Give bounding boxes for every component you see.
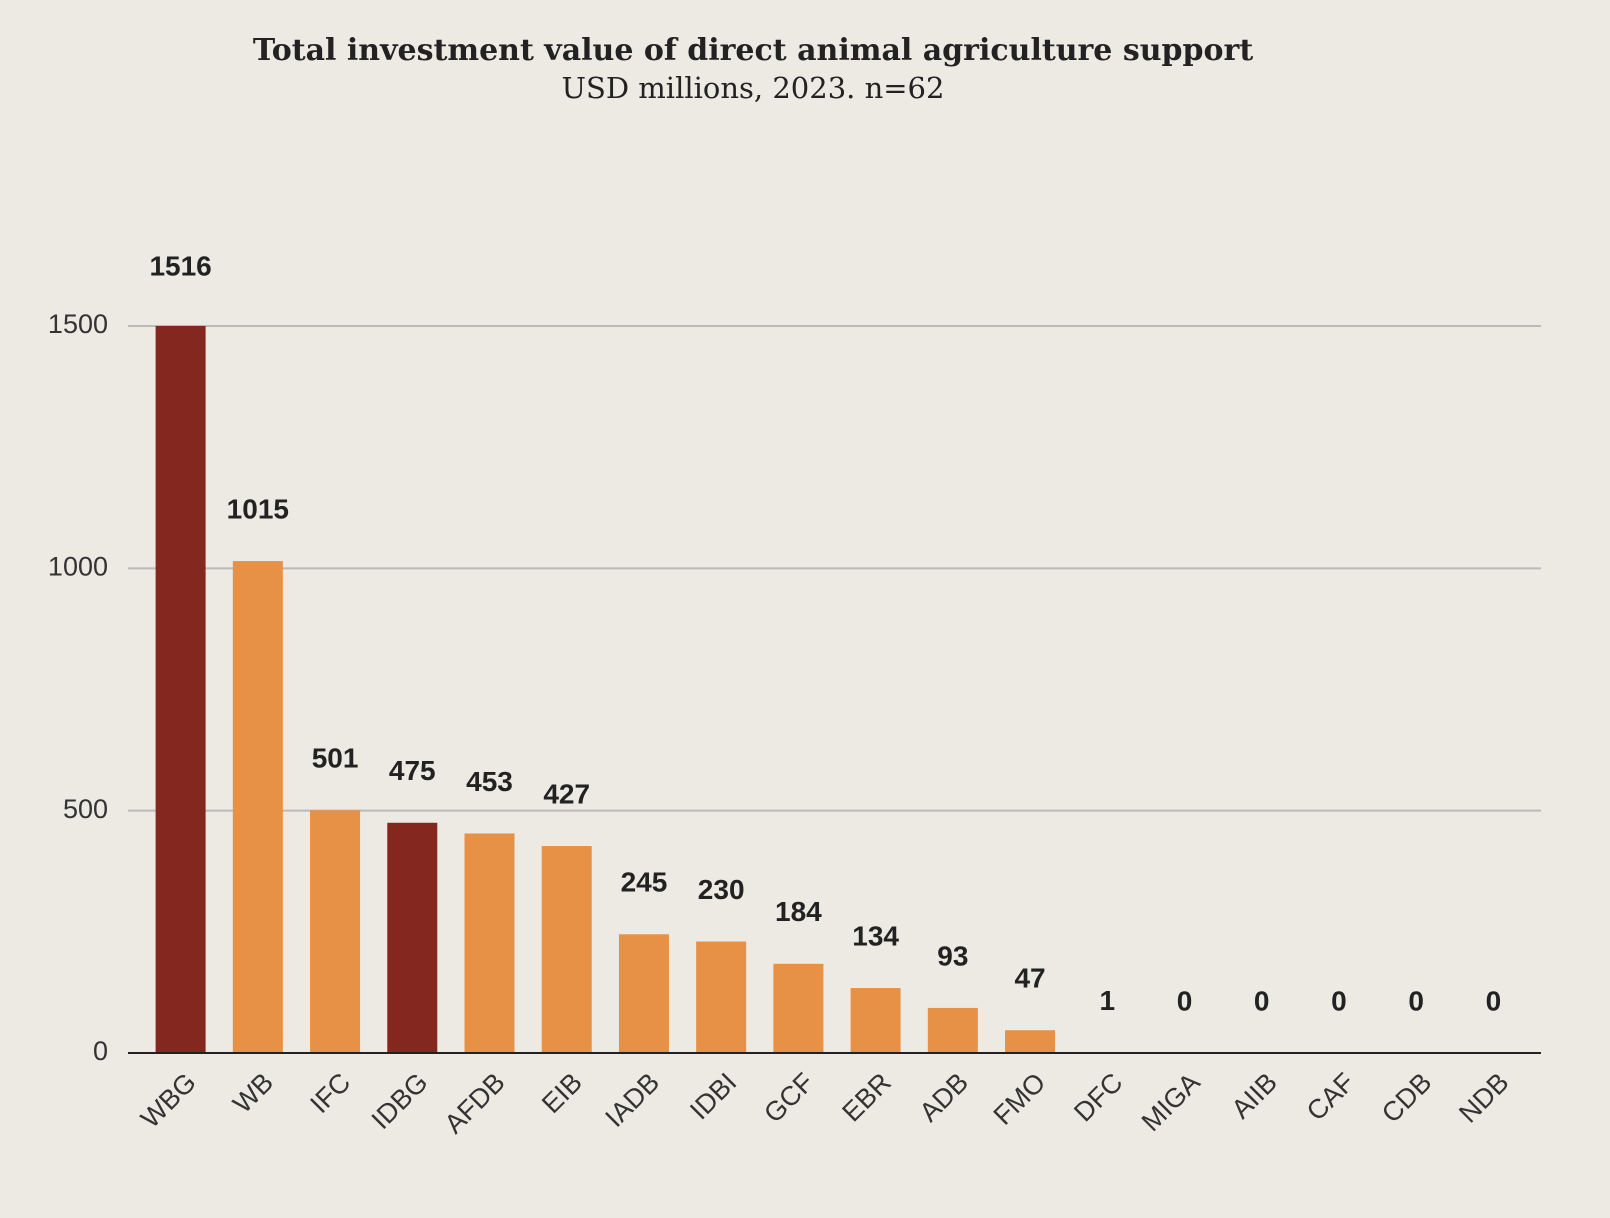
value-label: 0 xyxy=(1486,985,1502,1016)
bar xyxy=(618,934,669,1053)
value-label: 0 xyxy=(1254,985,1270,1016)
bar xyxy=(696,941,747,1053)
x-tick-label: IDBI xyxy=(684,1067,742,1125)
value-label: 93 xyxy=(937,940,968,971)
x-tick-label: IDBG xyxy=(366,1067,434,1135)
x-tick-label: CAF xyxy=(1301,1067,1360,1126)
y-tick-label: 1500 xyxy=(48,309,108,339)
bar xyxy=(927,1007,978,1053)
x-tick-label: EIB xyxy=(536,1067,588,1119)
x-tick-label: IFC xyxy=(304,1067,356,1119)
bar xyxy=(310,810,361,1053)
x-tick-label: EBR xyxy=(836,1067,896,1127)
chart-title: Total investment value of direct animal … xyxy=(253,33,1253,68)
value-label: 501 xyxy=(312,743,359,774)
bar xyxy=(1005,1030,1056,1053)
bar xyxy=(387,822,438,1053)
chart-subtitle: USD millions, 2023. n=62 xyxy=(562,71,945,105)
value-label: 134 xyxy=(852,920,899,951)
x-tick-label: ADB xyxy=(914,1067,974,1127)
x-tick-label: GCF xyxy=(758,1067,820,1129)
value-label: 0 xyxy=(1408,985,1424,1016)
value-label: 1516 xyxy=(149,251,211,282)
x-tick-label: DFC xyxy=(1068,1067,1128,1127)
y-tick-label: 0 xyxy=(93,1036,108,1066)
bar xyxy=(155,326,206,1053)
bar xyxy=(541,846,592,1053)
value-label: 184 xyxy=(775,896,822,927)
x-tick-label: AIIB xyxy=(1226,1067,1283,1124)
x-tick-label: WB xyxy=(227,1067,279,1119)
value-label: 47 xyxy=(1014,963,1045,994)
value-label: 0 xyxy=(1177,985,1193,1016)
x-tick-label: AFDB xyxy=(439,1067,511,1139)
value-label: 427 xyxy=(543,778,590,809)
y-tick-label: 1000 xyxy=(48,551,108,581)
y-tick-label: 500 xyxy=(63,794,108,824)
bar xyxy=(232,561,283,1053)
bar xyxy=(773,963,824,1053)
value-label: 1015 xyxy=(227,493,289,524)
x-tick-label: CDB xyxy=(1376,1067,1438,1129)
x-tick-label: WBG xyxy=(135,1067,202,1134)
x-tick-label: IADB xyxy=(599,1067,665,1133)
bars xyxy=(155,326,1133,1053)
value-label: 245 xyxy=(621,867,668,898)
x-tick-label: FMO xyxy=(988,1067,1052,1131)
value-label: 230 xyxy=(698,874,745,905)
value-label: 0 xyxy=(1331,985,1347,1016)
x-tick-label: NDB xyxy=(1453,1067,1515,1129)
bar xyxy=(850,988,901,1053)
value-label: 1 xyxy=(1099,985,1115,1016)
bar xyxy=(464,833,515,1053)
value-label: 453 xyxy=(466,766,513,797)
x-tick-label: MIGA xyxy=(1136,1067,1206,1137)
value-label: 475 xyxy=(389,755,436,786)
